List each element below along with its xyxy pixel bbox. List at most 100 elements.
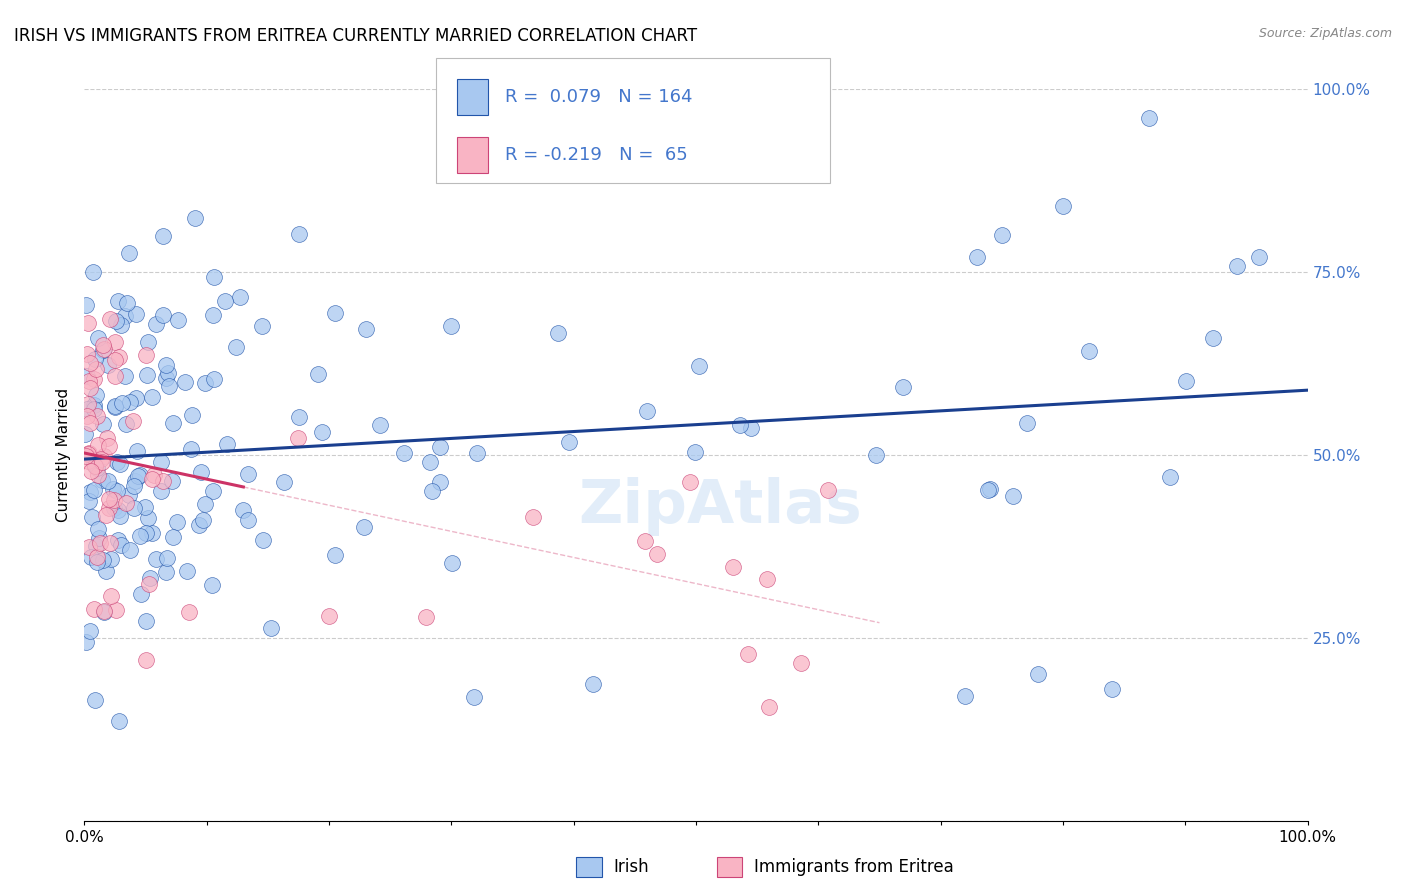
Point: [82, 510, 104, 524]
Point: [202, 372, 225, 386]
Point: [77, 445, 100, 459]
Point: [83, 602, 105, 616]
Point: [91, 417, 114, 432]
Point: [107, 533, 129, 547]
Point: [87, 531, 110, 545]
Point: [145, 552, 167, 566]
Point: [202, 270, 225, 285]
Point: [311, 425, 333, 439]
Point: [77, 540, 100, 554]
Point: [105, 603, 128, 617]
Y-axis label: Currently Married: Currently Married: [56, 388, 72, 522]
Point: [114, 310, 136, 324]
Point: [419, 455, 441, 469]
Point: [891, 379, 914, 393]
Point: [79, 493, 101, 508]
Point: [103, 500, 125, 515]
Text: Irish: Irish: [613, 858, 648, 876]
Point: [953, 690, 976, 704]
Point: [122, 414, 145, 428]
Point: [307, 368, 329, 382]
Point: [79, 374, 101, 388]
Point: [155, 565, 177, 579]
Point: [353, 520, 375, 534]
Point: [259, 621, 281, 635]
Point: [84, 388, 107, 402]
Point: [645, 547, 668, 561]
Point: [83, 483, 105, 498]
Point: [120, 395, 142, 409]
Point: [229, 290, 252, 304]
Point: [80, 549, 103, 564]
Point: [252, 533, 274, 548]
Point: [104, 400, 127, 414]
Point: [152, 475, 174, 489]
Point: [100, 536, 122, 550]
Point: [135, 348, 157, 362]
Point: [688, 359, 710, 373]
Point: [107, 714, 129, 729]
Point: [108, 509, 131, 524]
Point: [124, 478, 146, 492]
Point: [180, 408, 202, 422]
Point: [86, 555, 108, 569]
Point: [110, 318, 132, 332]
Point: [141, 472, 163, 486]
Point: [155, 359, 177, 373]
Point: [1247, 251, 1270, 265]
Point: [634, 533, 657, 548]
Point: [100, 551, 122, 566]
Point: [104, 352, 127, 367]
Point: [354, 322, 377, 336]
Point: [190, 465, 212, 479]
Point: [288, 227, 311, 241]
Point: [86, 409, 108, 423]
Point: [865, 448, 887, 462]
Point: [135, 526, 157, 541]
Point: [191, 513, 214, 527]
Point: [83, 402, 105, 417]
Point: [76, 347, 98, 361]
Point: [73, 426, 96, 441]
Point: [120, 542, 142, 557]
Text: IRISH VS IMMIGRANTS FROM ERITREA CURRENTLY MARRIED CORRELATION CHART: IRISH VS IMMIGRANTS FROM ERITREA CURRENT…: [14, 27, 697, 45]
Point: [83, 371, 105, 385]
Point: [125, 307, 148, 321]
Point: [79, 416, 101, 430]
Point: [91, 553, 114, 567]
Point: [225, 340, 247, 354]
Point: [1225, 259, 1247, 273]
Point: [138, 576, 160, 591]
Point: [685, 444, 707, 458]
Point: [104, 335, 127, 350]
Point: [162, 416, 184, 430]
Point: [250, 319, 273, 334]
Point: [194, 497, 217, 511]
Point: [75, 298, 97, 312]
Point: [217, 437, 239, 451]
Point: [107, 455, 129, 469]
Point: [149, 483, 172, 498]
Point: [429, 475, 451, 489]
Point: [82, 265, 104, 279]
Point: [679, 475, 702, 490]
Point: [118, 488, 141, 502]
Point: [77, 316, 100, 330]
Point: [94, 508, 117, 522]
Point: [817, 483, 839, 497]
Point: [183, 211, 205, 226]
Point: [392, 446, 415, 460]
Point: [124, 474, 146, 488]
Point: [91, 455, 114, 469]
Point: [93, 342, 115, 356]
Point: [415, 609, 437, 624]
Point: [118, 246, 141, 260]
Point: [129, 587, 152, 601]
Point: [96, 474, 118, 488]
Point: [76, 447, 98, 461]
Point: [77, 454, 100, 468]
Point: [125, 444, 148, 458]
Point: [87, 331, 110, 345]
Point: [79, 356, 101, 370]
Point: [105, 484, 128, 499]
